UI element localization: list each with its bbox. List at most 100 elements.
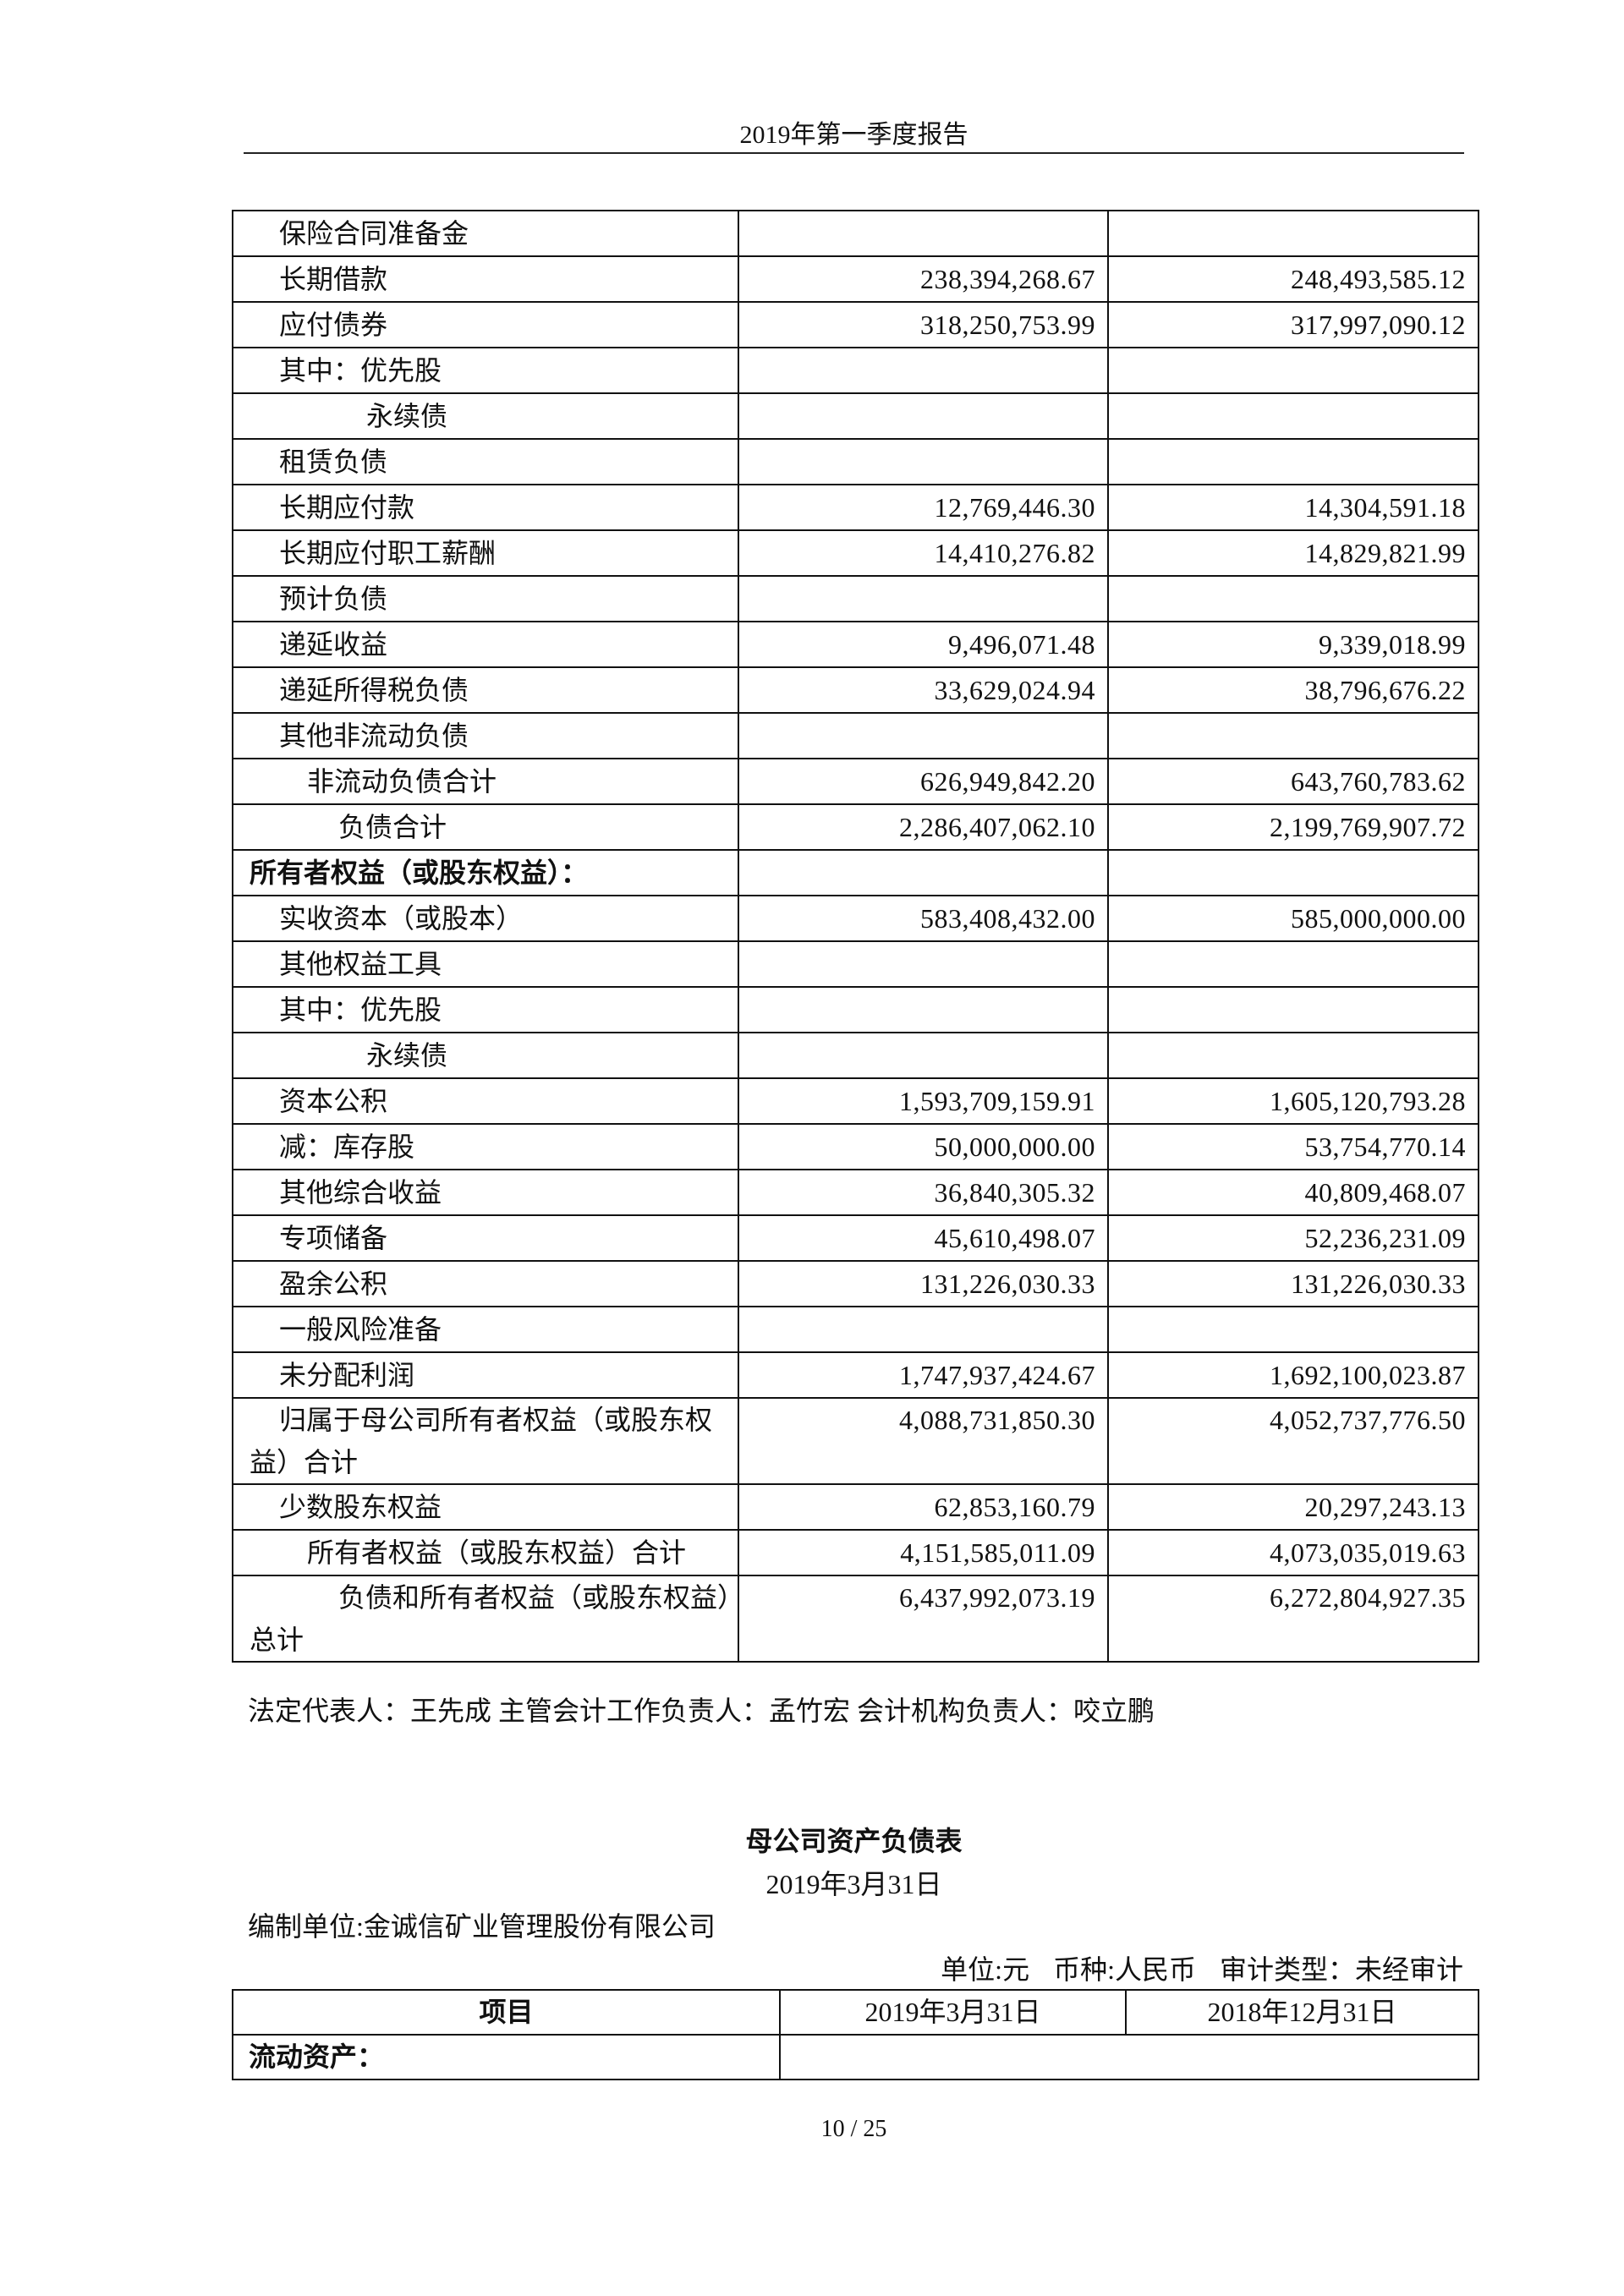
page-number: 10 / 25	[820, 2116, 887, 2142]
cell-previous	[1107, 1306, 1479, 1353]
signatures-line: 法定代表人：王先成 主管会计工作负责人：孟竹宏 会计机构负责人：咬立鹏	[248, 1696, 1155, 1726]
table-row: 专项储备 45,610,498.07 52,236,231.09	[232, 1214, 1479, 1262]
row-label: 其中：优先股	[232, 986, 739, 1033]
cell-current	[738, 347, 1109, 394]
column-header-current: 2019年3月31日	[779, 1989, 1127, 2036]
cell-previous: 53,754,770.14	[1107, 1123, 1479, 1170]
cell-previous: 1,692,100,023.87	[1107, 1351, 1479, 1399]
cell-current: 1,593,709,159.91	[738, 1077, 1109, 1125]
table-row: 资本公积 1,593,709,159.91 1,605,120,793.28	[232, 1077, 1479, 1125]
row-label: 预计负债	[232, 575, 739, 622]
currency-label: 币种:人民币	[1053, 1954, 1196, 1985]
row-label: 长期应付款	[232, 484, 739, 531]
unit-label: 单位:元	[941, 1954, 1030, 1985]
cell-previous	[1107, 986, 1479, 1033]
table-row: 预计负债	[232, 575, 1479, 622]
row-label: 少数股东权益	[232, 1483, 739, 1531]
row-label: 递延所得税负债	[232, 666, 739, 714]
header-divider	[244, 152, 1464, 154]
cell-previous: 248,493,585.12	[1107, 255, 1479, 303]
cell-previous	[1107, 438, 1479, 485]
row-label: 减：库存股	[232, 1123, 739, 1170]
row-label: 递延收益	[232, 621, 739, 668]
table-row: 负债合计 2,286,407,062.10 2,199,769,907.72	[232, 803, 1479, 851]
cell-current: 626,949,842.20	[738, 758, 1109, 805]
table-row: 盈余公积 131,226,030.33 131,226,030.33	[232, 1260, 1479, 1307]
table-row: 保险合同准备金	[232, 210, 1479, 257]
row-label: 长期应付职工薪酬	[232, 529, 739, 577]
parent-sheet-title: 母公司资产负债表	[745, 1826, 963, 1856]
report-header-title: 2019年第一季度报告	[739, 121, 968, 149]
table-row: 租赁负债	[232, 438, 1479, 485]
cell-previous	[1107, 940, 1479, 988]
cell-current	[738, 438, 1109, 485]
table-row: 长期应付款 12,769,446.30 14,304,591.18	[232, 484, 1479, 531]
cell-previous	[1107, 575, 1479, 622]
cell-previous: 131,226,030.33	[1107, 1260, 1479, 1307]
table-row: 所有者权益（或股东权益）合计 4,151,585,011.09 4,073,035,…	[232, 1529, 1479, 1576]
cell-previous	[1107, 210, 1479, 257]
cell-current: 6,437,992,073.19	[738, 1575, 1109, 1663]
cell-current: 131,226,030.33	[738, 1260, 1109, 1307]
parent-sheet-date: 2019年3月31日	[765, 1869, 942, 1899]
row-label: 保险合同准备金	[232, 210, 739, 257]
table-row: 负债和所有者权益（或股东权益）总计 6,437,992,073.19 6,272,8…	[232, 1575, 1479, 1663]
table-header-row: 项目 2019年3月31日 2018年12月31日	[232, 1989, 1479, 2036]
table-row: 应付债券 318,250,753.99 317,997,090.12	[232, 301, 1479, 348]
table-row: 其他综合收益 36,840,305.32 40,809,468.07	[232, 1169, 1479, 1216]
row-label: 其他权益工具	[232, 940, 739, 988]
table-row: 其他非流动负债	[232, 712, 1479, 759]
parent-balance-sheet-table: 项目 2019年3月31日 2018年12月31日 流动资产：	[232, 1989, 1479, 2080]
audit-type-label: 审计类型：未经审计	[1219, 1954, 1463, 1985]
table-row: 少数股东权益 62,853,160.79 20,297,243.13	[232, 1483, 1479, 1531]
cell-previous: 585,000,000.00	[1107, 895, 1479, 942]
table-row: 流动资产：	[232, 2034, 1479, 2080]
cell-current: 12,769,446.30	[738, 484, 1109, 531]
table-row: 递延所得税负债 33,629,024.94 38,796,676.22	[232, 666, 1479, 714]
row-label: 盈余公积	[232, 1260, 739, 1307]
row-label: 其中：优先股	[232, 347, 739, 394]
cell-previous	[1107, 347, 1479, 394]
cell-current	[738, 575, 1109, 622]
row-label: 永续债	[232, 1032, 739, 1079]
table-row: 实收资本（或股本） 583,408,432.00 585,000,000.00	[232, 895, 1479, 942]
cell-current	[738, 1306, 1109, 1353]
cell-current: 238,394,268.67	[738, 255, 1109, 303]
cell-current: 583,408,432.00	[738, 895, 1109, 942]
table-row: 其中：优先股	[232, 347, 1479, 394]
cell-previous	[1107, 849, 1479, 896]
row-label: 长期借款	[232, 255, 739, 303]
cell-previous: 6,272,804,927.35	[1107, 1575, 1479, 1663]
cell-previous: 14,829,821.99	[1107, 529, 1479, 577]
cell-previous: 4,073,035,019.63	[1107, 1529, 1479, 1576]
cell-current: 4,151,585,011.09	[738, 1529, 1109, 1576]
row-label: 实收资本（或股本）	[232, 895, 739, 942]
row-label: 应付债券	[232, 301, 739, 348]
row-label: 专项储备	[232, 1214, 739, 1262]
cell-current: 62,853,160.79	[738, 1483, 1109, 1531]
row-label: 归属于母公司所有者权益（或股东权益）合计	[232, 1397, 739, 1485]
cell-current: 14,410,276.82	[738, 529, 1109, 577]
column-header-item: 项目	[232, 1989, 781, 2036]
table-row: 非流动负债合计 626,949,842.20 643,760,783.62	[232, 758, 1479, 805]
cell-previous: 38,796,676.22	[1107, 666, 1479, 714]
cell-current	[738, 712, 1109, 759]
table-row: 减：库存股 50,000,000.00 53,754,770.14	[232, 1123, 1479, 1170]
row-label: 负债和所有者权益（或股东权益）总计	[232, 1575, 739, 1663]
row-label: 永续债	[232, 392, 739, 440]
section-label-current-assets: 流动资产：	[232, 2034, 781, 2080]
cell-previous: 4,052,737,776.50	[1107, 1397, 1479, 1485]
row-label: 租赁负债	[232, 438, 739, 485]
cell-previous: 52,236,231.09	[1107, 1214, 1479, 1262]
cell-current	[738, 986, 1109, 1033]
table-row: 其他权益工具	[232, 940, 1479, 988]
row-label: 其他非流动负债	[232, 712, 739, 759]
row-label: 所有者权益（或股东权益）：	[232, 849, 739, 896]
cell-current: 318,250,753.99	[738, 301, 1109, 348]
row-label: 一般风险准备	[232, 1306, 739, 1353]
table-row: 所有者权益（或股东权益）：	[232, 849, 1479, 896]
empty-cell	[779, 2034, 1479, 2080]
cell-previous	[1107, 1032, 1479, 1079]
row-label: 资本公积	[232, 1077, 739, 1125]
cell-current: 36,840,305.32	[738, 1169, 1109, 1216]
